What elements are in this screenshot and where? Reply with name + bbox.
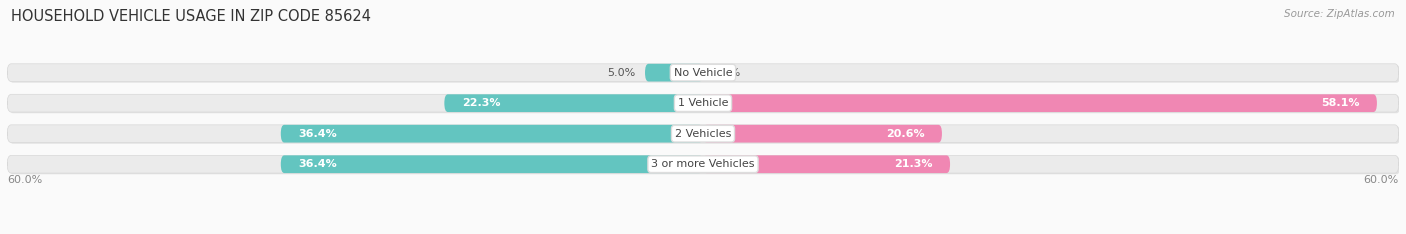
- FancyBboxPatch shape: [703, 94, 1376, 112]
- Text: 20.6%: 20.6%: [886, 129, 925, 139]
- Text: No Vehicle: No Vehicle: [673, 68, 733, 78]
- FancyBboxPatch shape: [8, 65, 1400, 83]
- Text: 22.3%: 22.3%: [461, 98, 501, 108]
- FancyBboxPatch shape: [444, 94, 703, 112]
- FancyBboxPatch shape: [281, 155, 703, 173]
- Text: HOUSEHOLD VEHICLE USAGE IN ZIP CODE 85624: HOUSEHOLD VEHICLE USAGE IN ZIP CODE 8562…: [11, 9, 371, 24]
- Text: 60.0%: 60.0%: [7, 175, 42, 185]
- FancyBboxPatch shape: [7, 125, 1399, 143]
- Text: 0.0%: 0.0%: [713, 68, 741, 78]
- Text: 36.4%: 36.4%: [298, 129, 337, 139]
- FancyBboxPatch shape: [7, 94, 1399, 112]
- FancyBboxPatch shape: [703, 155, 950, 173]
- Text: 60.0%: 60.0%: [1364, 175, 1399, 185]
- FancyBboxPatch shape: [281, 125, 703, 143]
- FancyBboxPatch shape: [8, 157, 1400, 174]
- FancyBboxPatch shape: [8, 126, 1400, 144]
- Text: 58.1%: 58.1%: [1322, 98, 1360, 108]
- FancyBboxPatch shape: [645, 64, 703, 81]
- FancyBboxPatch shape: [7, 64, 1399, 81]
- FancyBboxPatch shape: [8, 95, 1400, 113]
- Text: Source: ZipAtlas.com: Source: ZipAtlas.com: [1284, 9, 1395, 19]
- FancyBboxPatch shape: [7, 155, 1399, 173]
- Text: 3 or more Vehicles: 3 or more Vehicles: [651, 159, 755, 169]
- Text: 5.0%: 5.0%: [607, 68, 636, 78]
- Text: 1 Vehicle: 1 Vehicle: [678, 98, 728, 108]
- Text: 36.4%: 36.4%: [298, 159, 337, 169]
- FancyBboxPatch shape: [703, 125, 942, 143]
- Text: 2 Vehicles: 2 Vehicles: [675, 129, 731, 139]
- Text: 21.3%: 21.3%: [894, 159, 932, 169]
